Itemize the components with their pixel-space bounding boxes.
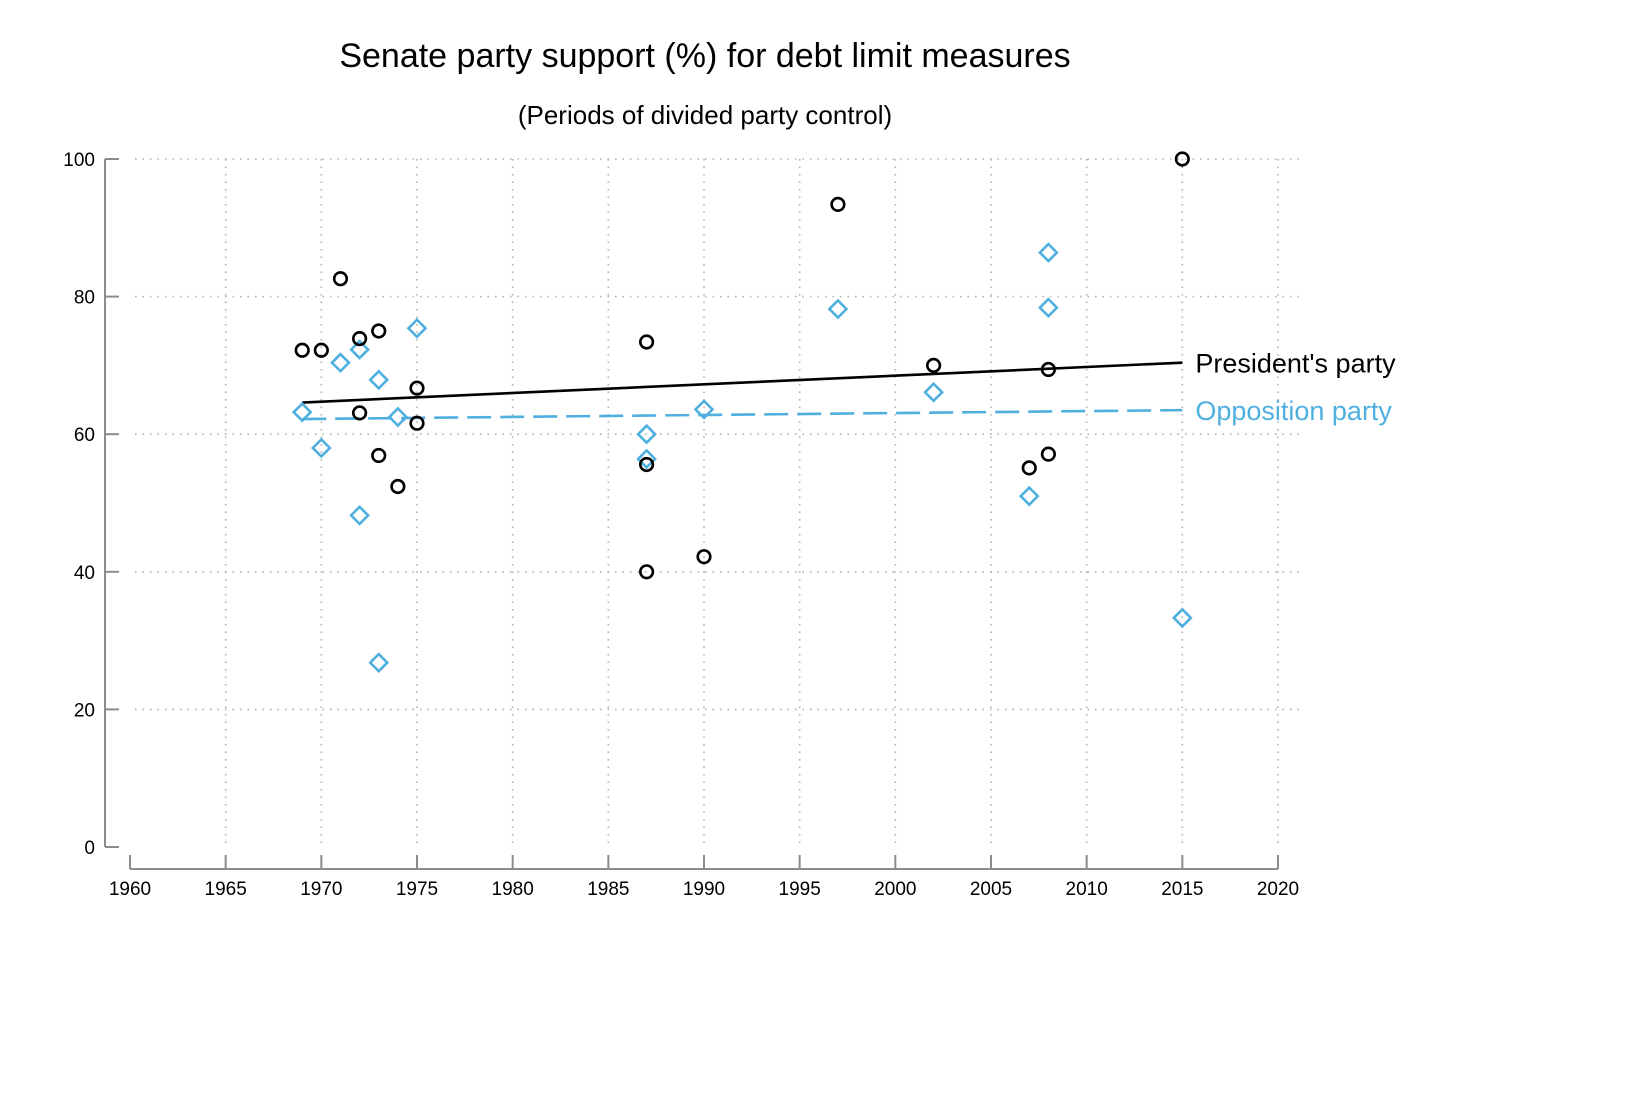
data-point-presidents-party [409,415,425,431]
data-point-opposition-party [827,298,849,320]
data-point-presidents-party [925,357,942,374]
data-point-presidents-party [830,196,846,213]
x-tick-label: 1985 [587,879,629,900]
grid-lines [135,158,1300,847]
x-tick-label: 1960 [109,879,151,900]
y-tick-label: 60 [74,425,95,446]
data-point-presidents-party [409,380,425,396]
data-point-presidents-party [352,330,368,347]
x-tick-label: 2000 [874,879,916,900]
series-label-1: President's party [1195,349,1396,379]
data-point-opposition-party [349,339,370,360]
data-point-presidents-party [390,478,406,495]
data-point-opposition-party [330,352,351,373]
series-labels: President's party Opposition party [1195,349,1396,426]
data-point-opposition-party [1038,297,1059,318]
data-point-opposition-party [1038,242,1059,263]
data-point-opposition-party [310,437,332,459]
axes: 1960 1965 1970 1975 1980 1985 1990 1995 2000 2005… [63,150,1299,900]
x-tick-label: 1975 [396,879,438,900]
data-point-opposition-party [693,399,715,420]
chart-title: Senate party support (%) for debt limit … [339,37,1070,75]
data-point-opposition-party [387,406,409,428]
data-point-opposition-party [368,369,390,391]
data-point-presidents-party [371,323,387,339]
x-tick-label: 2020 [1257,879,1299,900]
x-tick-label: 2010 [1066,879,1108,900]
y-tick-label: 0 [84,838,95,859]
trendline-series-1 [302,361,1183,404]
data-point-opposition-party [923,381,944,403]
data-points [291,151,1193,673]
chart-subtitle: (Periods of divided party control) [518,100,892,130]
y-tick-label: 80 [74,288,95,309]
x-tick-label: 2005 [970,879,1012,900]
data-point-opposition-party [291,401,313,423]
data-point-opposition-party [636,423,657,445]
data-point-presidents-party [638,456,655,473]
trend-lines [302,361,1183,421]
x-tick-label: 1965 [205,879,247,900]
y-tick-label: 100 [63,150,95,171]
data-point-presidents-party [294,342,310,358]
data-point-opposition-party [368,652,390,673]
x-tick-label: 1980 [492,879,534,900]
series-label-2: Opposition party [1195,396,1392,426]
x-tick-label: 1995 [779,879,821,900]
data-point-presidents-party [696,549,712,565]
y-tick-label: 20 [74,700,95,721]
y-tick-label: 40 [74,563,95,584]
trendline-series-2 [302,408,1183,421]
data-point-opposition-party [636,448,657,470]
data-point-presidents-party [638,564,655,580]
data-point-presidents-party [371,447,387,464]
data-point-presidents-party [332,271,349,287]
data-point-presidents-party [1021,460,1037,476]
x-tick-label: 1970 [300,879,342,900]
data-point-presidents-party [1040,446,1056,462]
data-point-opposition-party [1171,607,1193,629]
x-tick-label: 2015 [1161,879,1203,900]
data-point-presidents-party [313,342,329,358]
data-point-opposition-party [1018,485,1040,507]
data-point-presidents-party [352,405,368,421]
x-tick-label: 1990 [683,879,725,900]
data-point-presidents-party [1174,151,1190,167]
data-point-opposition-party [349,505,370,526]
data-point-opposition-party [406,317,428,339]
data-point-presidents-party [638,334,655,350]
data-point-presidents-party [1040,361,1056,378]
